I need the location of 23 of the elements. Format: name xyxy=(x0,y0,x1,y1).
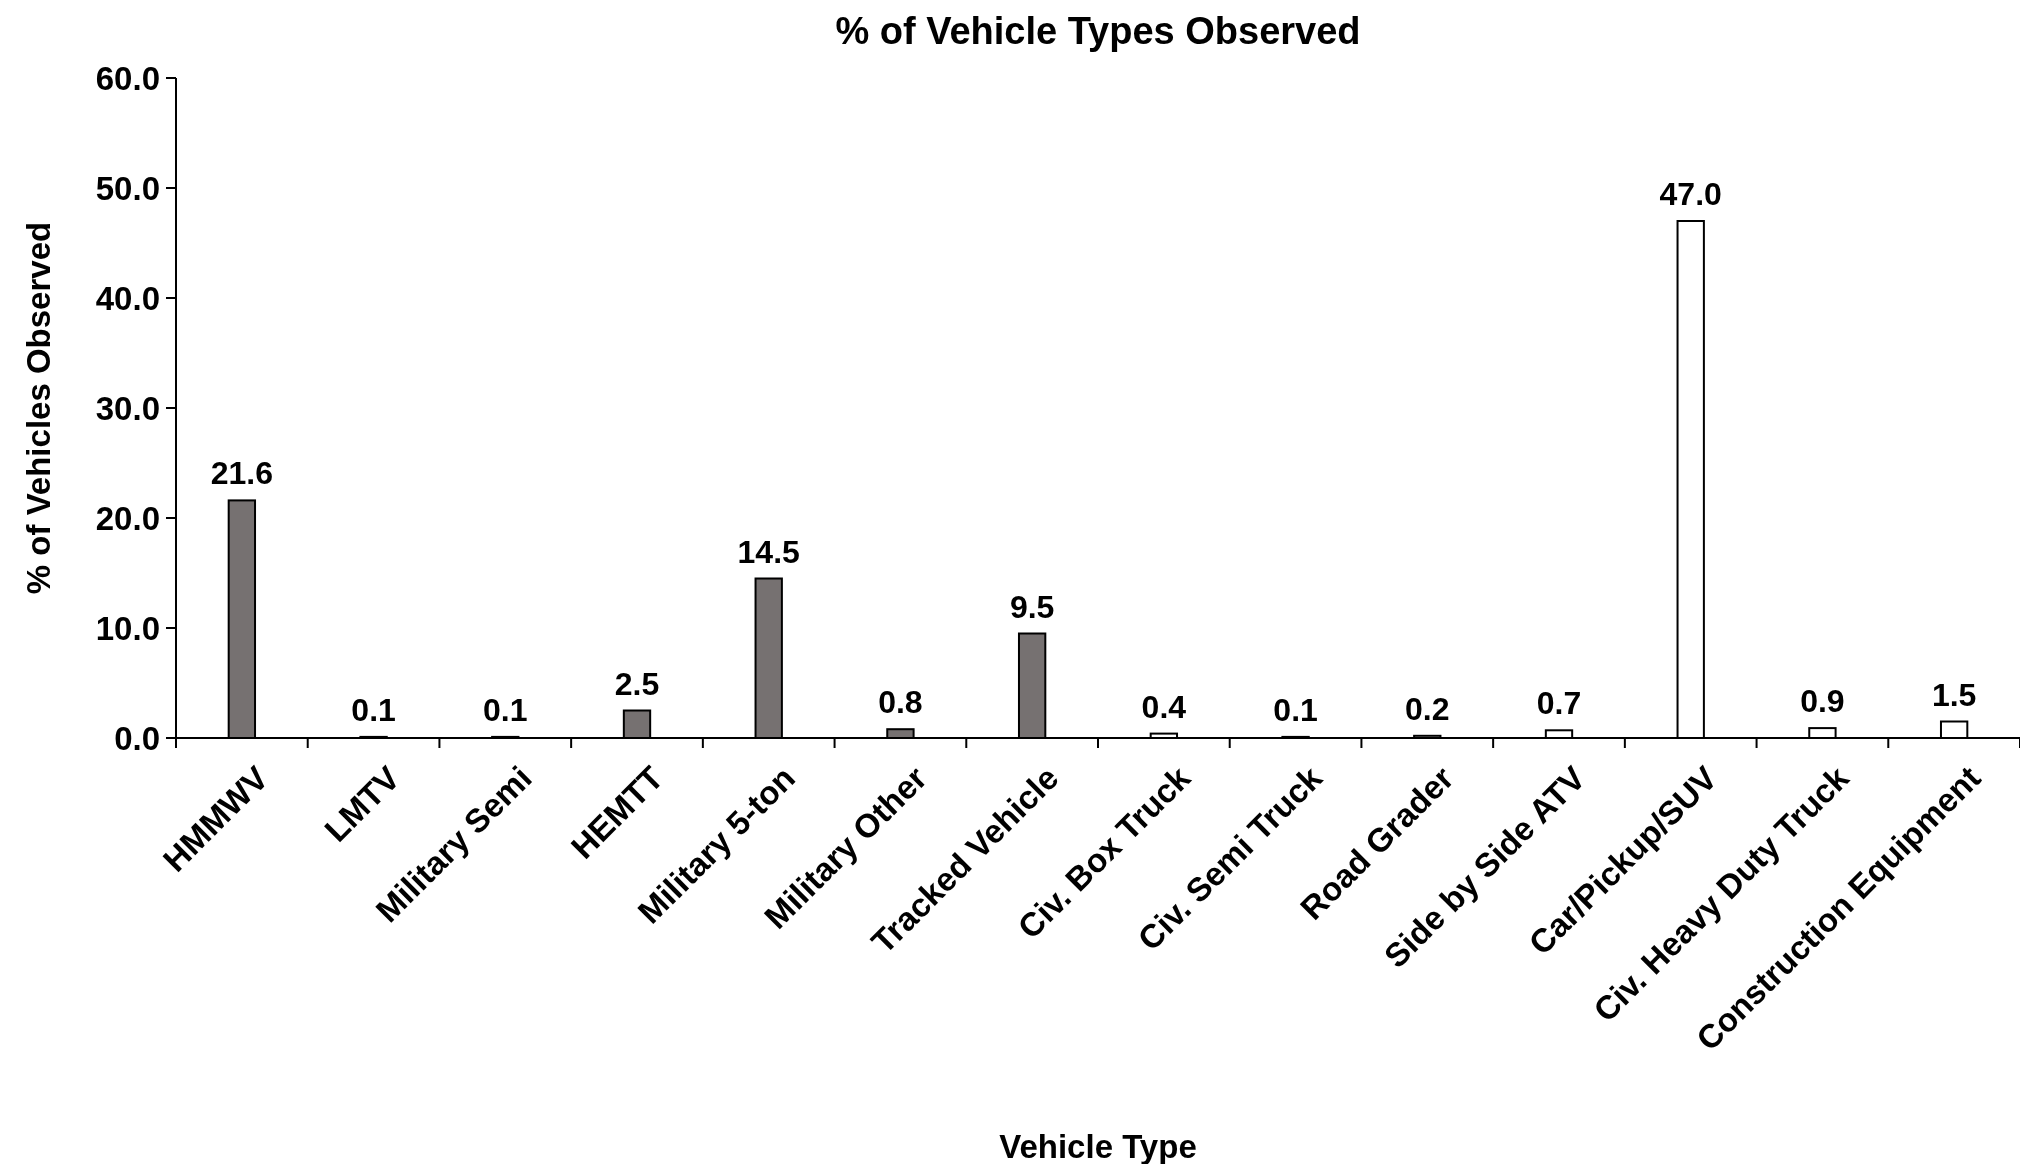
data-label: 9.5 xyxy=(1009,588,1055,625)
y-tick-label: 30.0 xyxy=(95,389,160,427)
y-tick-label: 40.0 xyxy=(95,279,160,317)
data-label: 14.5 xyxy=(737,533,800,570)
data-label: 0.4 xyxy=(1141,688,1187,725)
y-tick-label: 20.0 xyxy=(95,499,160,537)
chart-title: % of Vehicle Types Observed xyxy=(835,10,1361,52)
data-label: 0.1 xyxy=(1273,691,1318,728)
data-label: 47.0 xyxy=(1659,176,1722,212)
y-tick-label: 50.0 xyxy=(95,169,160,207)
data-label: 2.5 xyxy=(614,665,660,702)
y-tick-label: 0.0 xyxy=(114,719,160,757)
data-label: 0.2 xyxy=(1405,690,1450,727)
y-tick-label: 10.0 xyxy=(95,609,160,647)
data-label: 0.9 xyxy=(1800,683,1845,720)
y-axis-title: % of Vehicles Observed xyxy=(19,221,57,595)
data-label: 0.1 xyxy=(483,691,528,728)
data-label: 21.6 xyxy=(210,455,273,492)
data-label: 0.7 xyxy=(1536,685,1582,722)
data-label: 1.5 xyxy=(1931,676,1977,713)
data-label: 0.1 xyxy=(351,691,396,728)
data-label: 0.8 xyxy=(878,684,923,721)
y-tick-label: 60.0 xyxy=(95,59,160,97)
